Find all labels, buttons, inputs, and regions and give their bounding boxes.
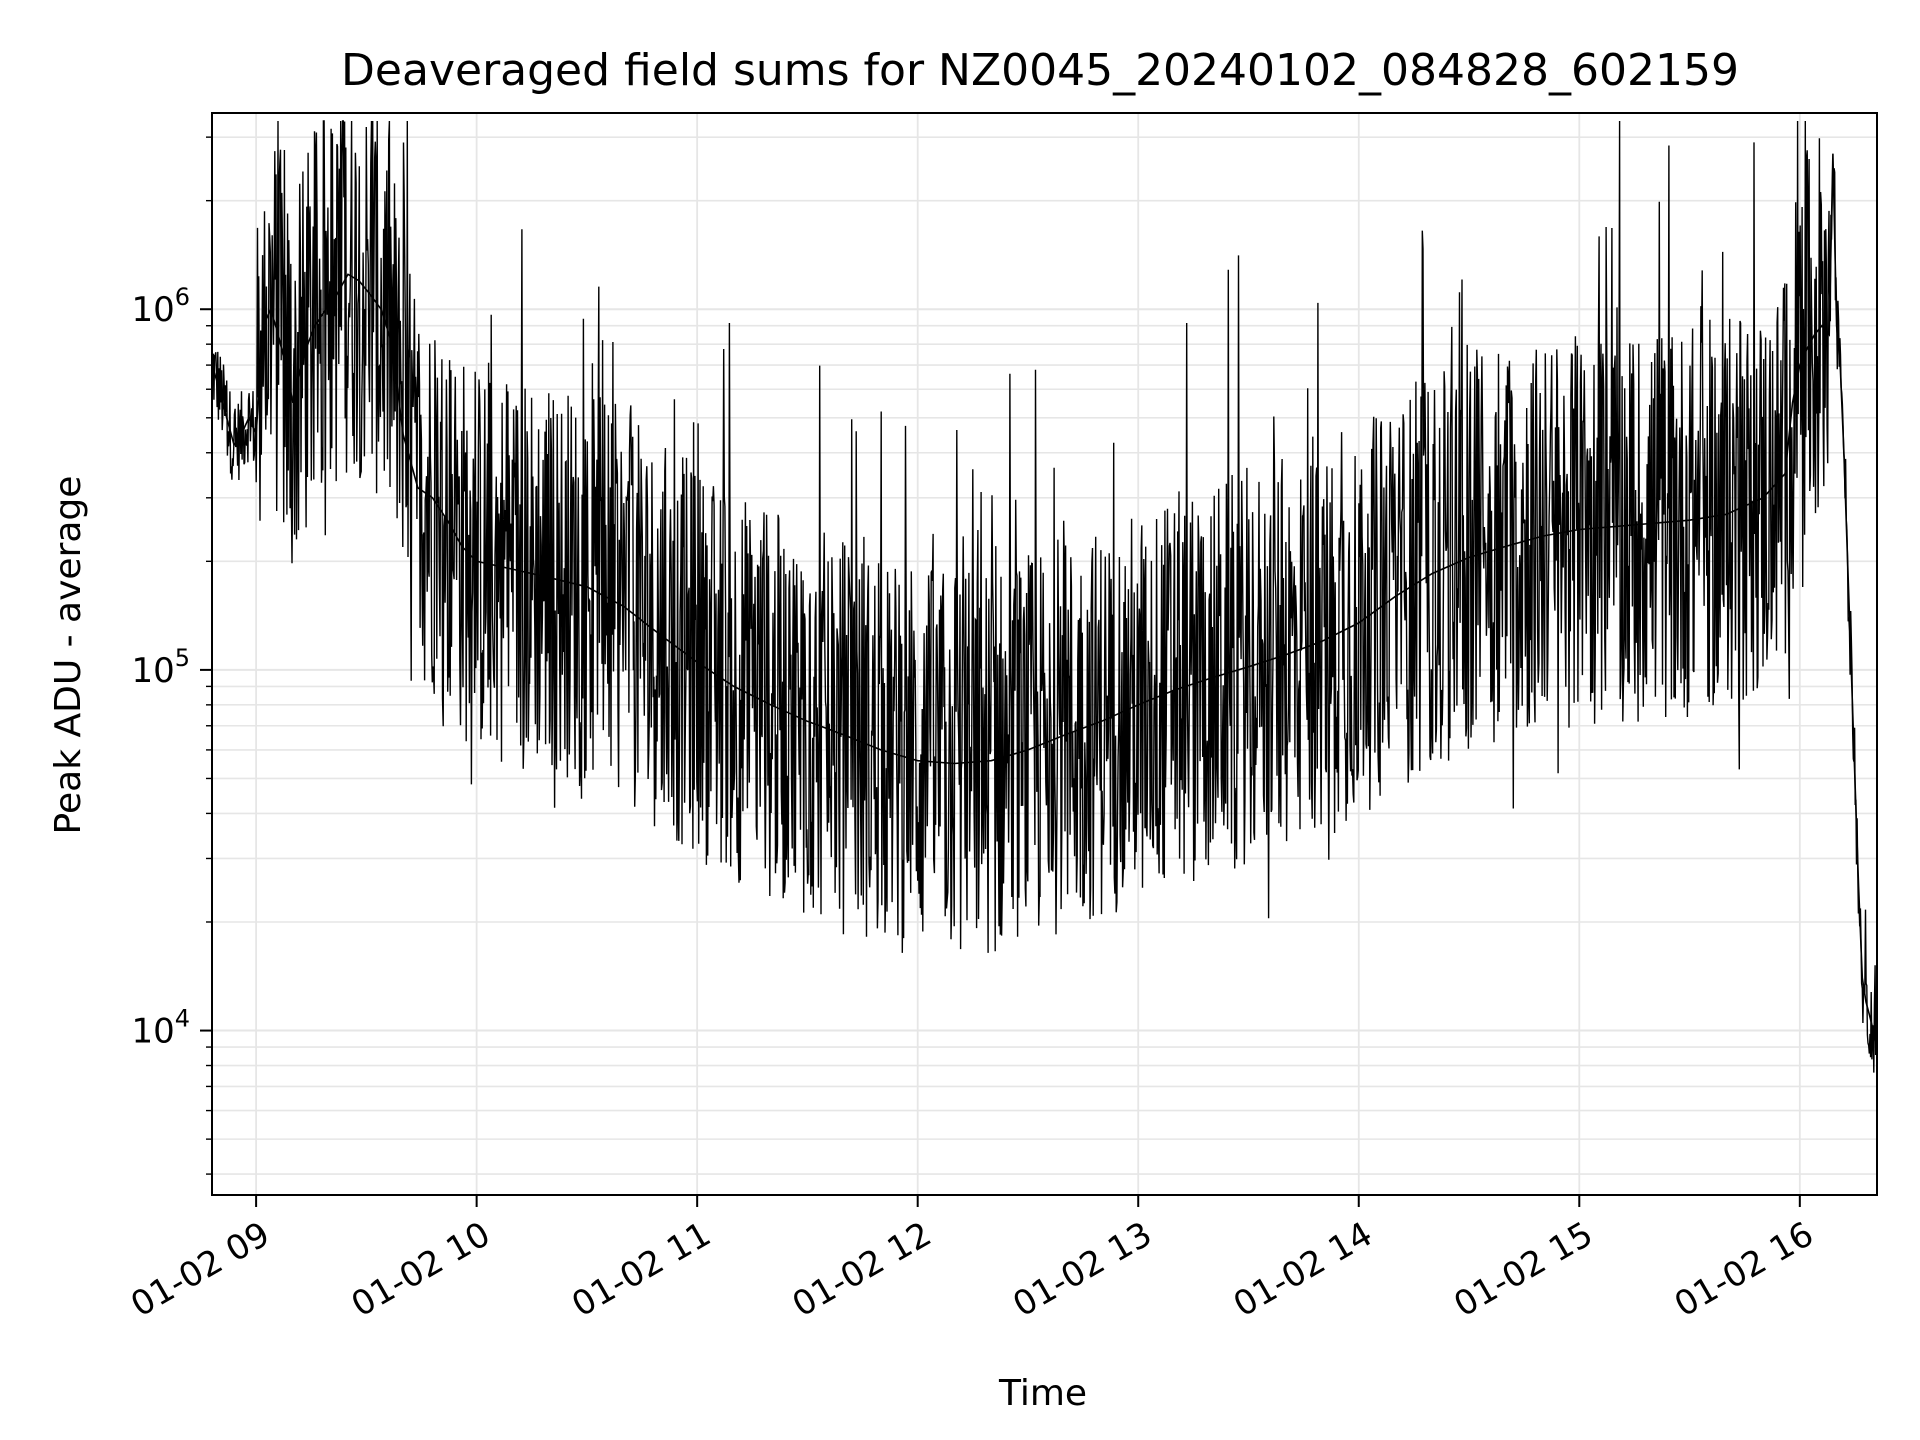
y-tick-label: 105 (131, 644, 190, 691)
y-tick-label: 106 (131, 283, 190, 330)
series-trace (211, 120, 1878, 1077)
series-layer (211, 120, 1878, 1077)
chart-title: Deaveraged field sums for NZ0045_2024010… (341, 45, 1739, 96)
y-tick-label: 104 (131, 1005, 190, 1052)
y-axis: 104 105 106 (131, 136, 212, 1175)
plot-frame (211, 112, 1878, 1196)
x-axis-label: Time (998, 1373, 1087, 1414)
series-line (211, 153, 1878, 1048)
y-axis-label: Peak ADU - average (48, 476, 89, 835)
